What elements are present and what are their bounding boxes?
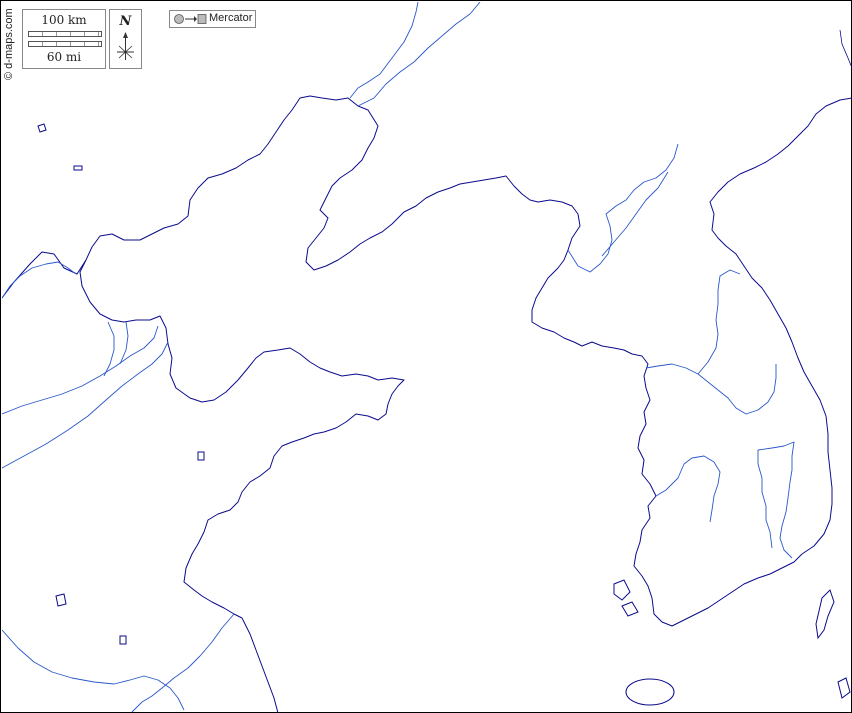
coastline-mainland-north bbox=[2, 95, 633, 355]
coastline-jiangsu bbox=[241, 617, 279, 713]
projection-box: Mercator bbox=[169, 10, 256, 28]
river-yellow-1 bbox=[2, 629, 185, 711]
island-small-3 bbox=[73, 165, 83, 171]
island-small-4 bbox=[197, 451, 205, 461]
island-small-2 bbox=[37, 123, 47, 133]
river-han bbox=[645, 363, 777, 415]
river-liao-2 bbox=[2, 325, 159, 415]
island-small-6 bbox=[613, 579, 631, 601]
scale-bar-mi bbox=[28, 41, 102, 47]
river-liao-3 bbox=[2, 341, 169, 469]
river-korea-mid bbox=[697, 269, 741, 375]
projection-label: Mercator bbox=[209, 12, 253, 24]
coastline-korea-west bbox=[631, 353, 803, 627]
coastline-korea-east bbox=[709, 97, 852, 555]
river-northeast bbox=[839, 29, 852, 69]
island-small-9 bbox=[119, 635, 127, 645]
projection-globe-to-plane-icon bbox=[174, 14, 207, 24]
river-liao-1 bbox=[2, 261, 77, 299]
river-north-2 bbox=[119, 321, 129, 365]
river-2 bbox=[357, 2, 481, 107]
river-korea-north bbox=[601, 171, 669, 257]
compass-rose-icon bbox=[117, 32, 134, 60]
scale-km-label: 100 km bbox=[41, 13, 87, 27]
scale-bar-km bbox=[28, 31, 102, 37]
river-north-1 bbox=[103, 321, 115, 377]
river-yellow-2 bbox=[131, 613, 235, 713]
island-small-1 bbox=[815, 589, 835, 640]
river-yalu bbox=[567, 143, 679, 273]
island-small-5 bbox=[55, 593, 67, 607]
scale-mi-label: 60 mi bbox=[46, 50, 82, 64]
river-nakdong-branch bbox=[757, 450, 773, 549]
river-1 bbox=[349, 2, 419, 99]
river-nakdong bbox=[757, 441, 795, 559]
scale-box: 100 km 60 mi bbox=[22, 9, 106, 69]
north-label: N bbox=[119, 14, 132, 29]
island-small-8 bbox=[837, 677, 851, 699]
north-arrow-box: N bbox=[109, 9, 142, 69]
island-small-7 bbox=[621, 601, 639, 617]
coastline-bohai-west bbox=[79, 259, 405, 619]
river-geum bbox=[655, 455, 721, 523]
island-jeju bbox=[625, 678, 675, 706]
